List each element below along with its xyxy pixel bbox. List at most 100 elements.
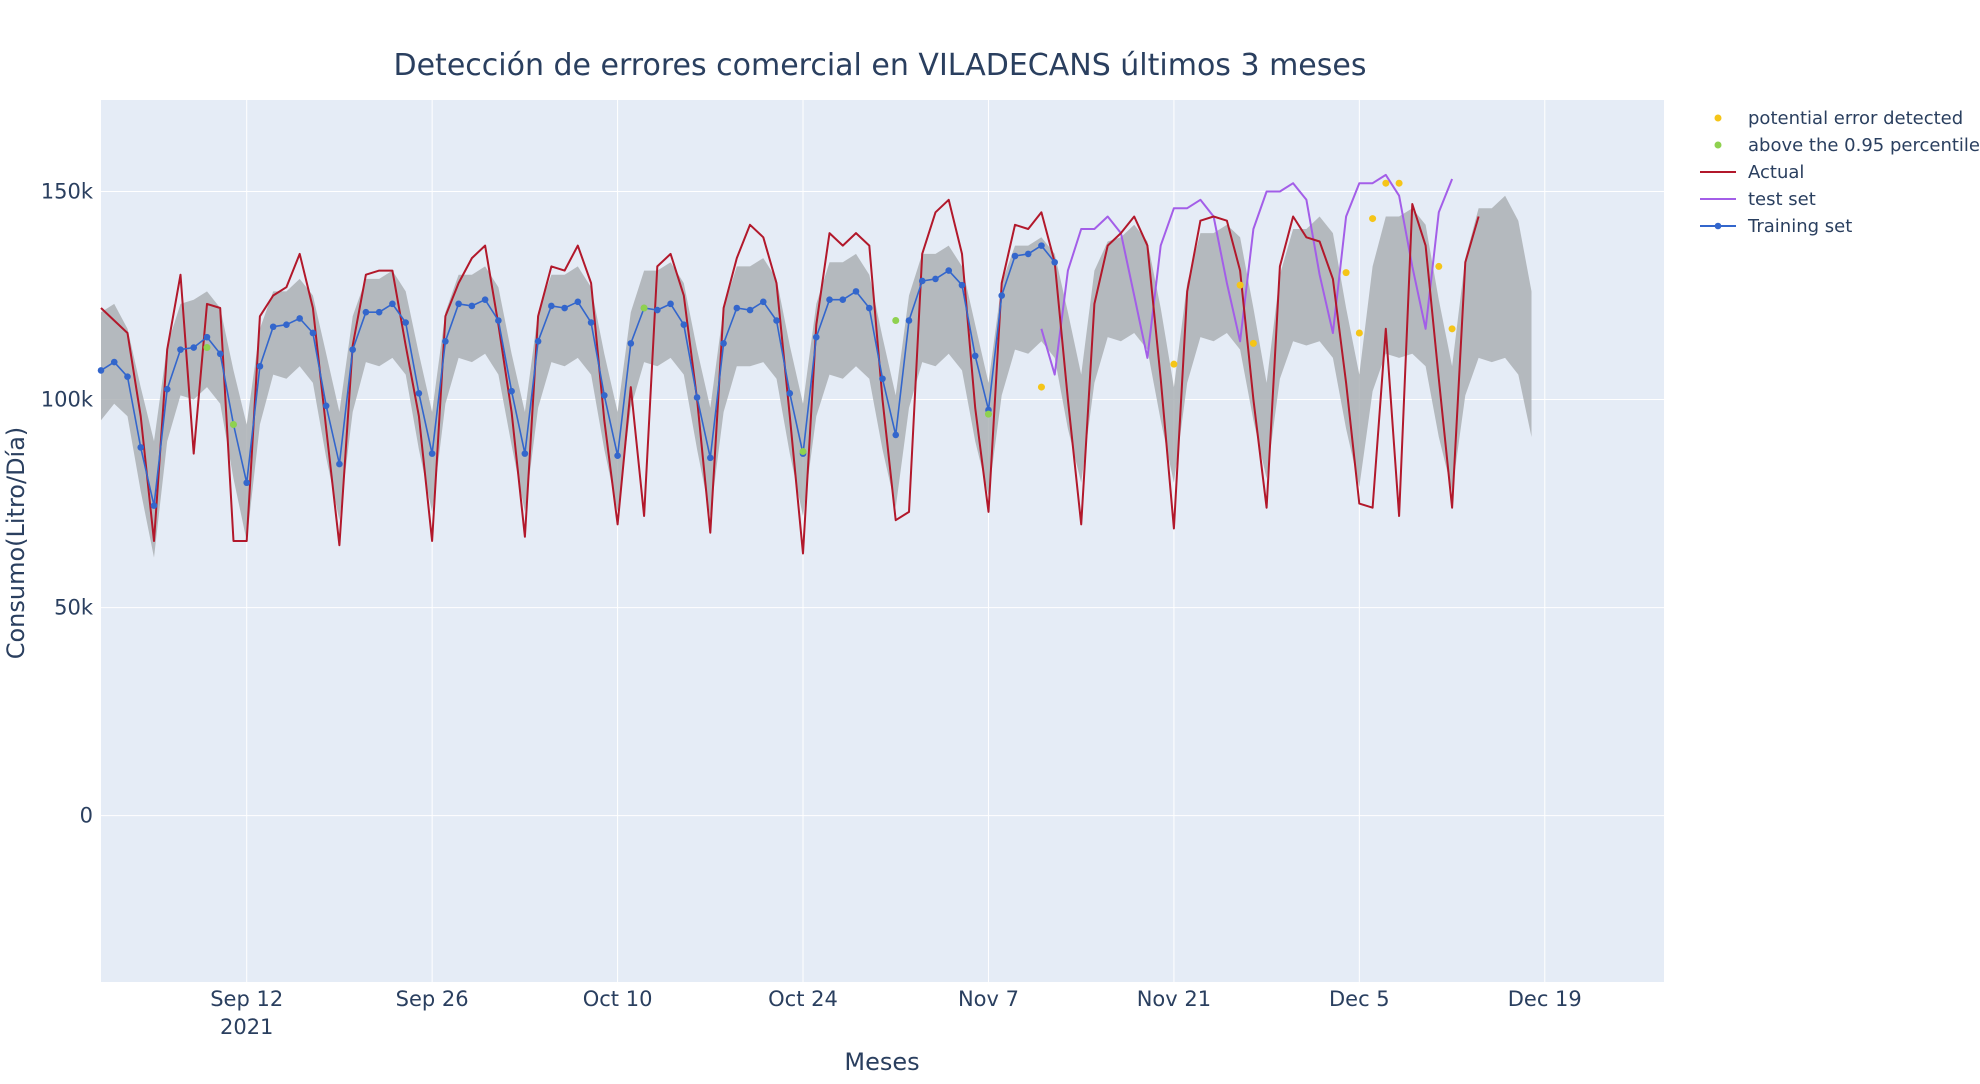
potential-error-point — [1237, 282, 1244, 289]
training-point — [614, 452, 621, 459]
training-point — [455, 301, 462, 308]
legend-item-actual[interactable]: Actual — [1700, 162, 1804, 183]
training-point — [945, 267, 952, 274]
training-point — [270, 323, 277, 330]
training-point — [257, 363, 264, 370]
training-point — [389, 301, 396, 308]
training-point — [508, 388, 515, 395]
potential-error-point — [1382, 180, 1389, 187]
training-point — [866, 305, 873, 312]
training-point — [919, 278, 926, 285]
training-point — [1012, 253, 1019, 260]
training-point — [733, 305, 740, 312]
x-tick-label: Sep 26 — [396, 987, 469, 1011]
training-point — [720, 340, 727, 347]
training-point — [137, 444, 144, 451]
training-point — [906, 317, 913, 324]
legend[interactable]: potential error detected above the 0.95 p… — [1700, 108, 1980, 237]
training-point — [601, 392, 608, 399]
training-point — [429, 450, 436, 457]
x-tick-label: Oct 24 — [768, 987, 838, 1011]
potential-error-point — [1356, 329, 1363, 336]
training-point — [296, 315, 303, 322]
percentile-point — [800, 448, 807, 455]
training-point — [402, 319, 409, 326]
x-axis-title: Meses — [844, 1048, 919, 1076]
legend-item-potential[interactable]: potential error detected — [1715, 108, 1964, 129]
y-tick-label: 150k — [41, 180, 94, 204]
training-point — [98, 367, 105, 374]
training-point — [998, 292, 1005, 299]
potential-error-point — [1343, 269, 1350, 276]
training-point — [376, 309, 383, 316]
training-point — [416, 390, 423, 397]
training-point — [323, 402, 330, 409]
training-point — [1038, 242, 1045, 249]
legend-label-potential: potential error detected — [1748, 108, 1963, 129]
training-point — [1051, 259, 1058, 266]
training-point — [283, 321, 290, 328]
training-point — [495, 317, 502, 324]
percentile-point — [641, 305, 648, 312]
training-point — [786, 390, 793, 397]
training-point — [111, 359, 118, 366]
training-point — [243, 479, 250, 486]
training-point — [204, 334, 211, 341]
training-point — [826, 296, 833, 303]
training-point — [707, 454, 714, 461]
legend-item-percentile[interactable]: above the 0.95 percentile — [1715, 135, 1980, 156]
training-point — [879, 375, 886, 382]
training-point — [959, 282, 966, 289]
training-point — [972, 353, 979, 360]
training-point — [773, 317, 780, 324]
training-point — [813, 334, 820, 341]
legend-swatch-potential — [1715, 115, 1722, 122]
training-point — [522, 450, 529, 457]
training-point — [535, 338, 542, 345]
y-axis-title: Consumo(Litro/Día) — [2, 427, 30, 660]
training-point — [747, 307, 754, 314]
training-point — [177, 346, 184, 353]
training-point — [217, 350, 224, 357]
percentile-point — [203, 344, 210, 351]
training-point — [588, 319, 595, 326]
x-tick-label: Nov 21 — [1137, 987, 1211, 1011]
legend-label-test: test set — [1748, 189, 1816, 210]
x-tick-label: Dec 5 — [1329, 987, 1390, 1011]
y-tick-label: 100k — [41, 388, 94, 412]
x-tick-label: Oct 10 — [583, 987, 653, 1011]
training-point — [442, 338, 449, 345]
training-point — [349, 346, 356, 353]
chart-title: Detección de errores comercial en VILADE… — [394, 48, 1367, 83]
training-point — [548, 303, 555, 310]
training-point — [336, 461, 343, 468]
training-point — [760, 298, 767, 305]
y-tick-label: 50k — [54, 596, 94, 620]
x-tick-label: Nov 7 — [958, 987, 1019, 1011]
training-point — [654, 307, 661, 314]
legend-label-actual: Actual — [1748, 162, 1804, 183]
training-point — [667, 301, 674, 308]
training-point — [561, 305, 568, 312]
legend-label-percentile: above the 0.95 percentile — [1748, 135, 1980, 156]
training-point — [628, 340, 635, 347]
potential-error-point — [1250, 340, 1257, 347]
training-point — [839, 296, 846, 303]
training-point — [469, 303, 476, 310]
training-point — [310, 330, 317, 337]
training-point — [151, 502, 158, 509]
training-point — [681, 321, 688, 328]
potential-error-point — [1170, 361, 1177, 368]
legend-label-training: Training set — [1747, 216, 1852, 237]
percentile-point — [985, 411, 992, 418]
potential-error-point — [1449, 325, 1456, 332]
x-tick-sublabel: 2021 — [220, 1015, 273, 1039]
potential-error-point — [1396, 180, 1403, 187]
legend-swatch-percentile — [1715, 142, 1722, 149]
percentile-point — [892, 317, 899, 324]
legend-item-training[interactable]: Training set — [1700, 216, 1852, 237]
legend-item-test[interactable]: test set — [1700, 189, 1816, 210]
y-tick-label: 0 — [80, 804, 93, 828]
training-point — [363, 309, 370, 316]
